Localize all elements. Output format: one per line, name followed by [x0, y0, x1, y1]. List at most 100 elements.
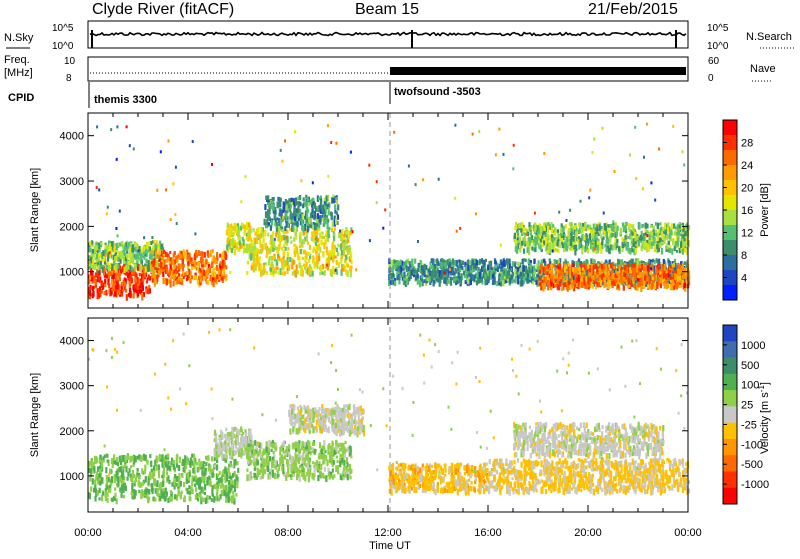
- power-echo-cell: [666, 235, 668, 240]
- date-label: 21/Feb/2015: [588, 1, 678, 18]
- power-echo-cell: [657, 223, 659, 229]
- power-echo-scatter: [176, 222, 178, 225]
- power-echo-cell: [296, 247, 298, 254]
- power-echo-cell: [608, 229, 610, 233]
- power-echo-cell: [312, 255, 314, 260]
- nsky-left-label: N.Sky: [4, 32, 34, 44]
- power-echo-cell: [635, 248, 637, 254]
- power-echo-cell: [225, 252, 227, 259]
- power-echo-cell: [408, 271, 410, 277]
- power-echo-cell: [593, 265, 595, 269]
- power-echo-scatter: [119, 210, 121, 213]
- power-echo-cell: [281, 271, 283, 275]
- freq-left-tick-bottom: 8: [66, 73, 72, 84]
- power-echo-cell: [628, 278, 630, 285]
- power-echo-cell: [333, 233, 335, 236]
- power-echo-cell: [612, 274, 614, 279]
- power-echo-cell: [135, 264, 137, 271]
- power-echo-cell: [514, 269, 516, 276]
- power-echo-cell: [303, 197, 305, 201]
- power-echo-cell: [319, 205, 321, 209]
- power-echo-cell: [446, 276, 448, 280]
- power-echo-cell: [429, 270, 431, 273]
- power-echo-scatter: [151, 236, 153, 239]
- power-echo-cell: [273, 242, 275, 249]
- power-colorbar-tick-label: 28: [741, 138, 753, 150]
- power-echo-cell: [250, 253, 252, 259]
- power-echo-cell: [581, 276, 583, 281]
- power-echo-cell: [658, 263, 660, 267]
- power-colorbar-swatch: [723, 195, 737, 211]
- power-echo-scatter: [326, 264, 328, 267]
- power-echo-cell: [485, 259, 487, 262]
- power-echo-cell: [590, 258, 592, 264]
- power-echo-scatter: [503, 153, 505, 156]
- power-echo-cell: [99, 291, 101, 296]
- power-echo-cell: [655, 230, 657, 233]
- power-echo-scatter: [513, 144, 515, 147]
- power-echo-scatter: [98, 188, 100, 191]
- power-echo-cell: [326, 250, 328, 255]
- power-echo-cell: [582, 223, 584, 227]
- power-echo-cell: [322, 253, 324, 258]
- power-echo-cell: [440, 262, 442, 268]
- power-echo-cell: [514, 233, 516, 239]
- power-echo-cell: [267, 233, 269, 237]
- power-echo-cell: [610, 233, 612, 238]
- power-echo-cell: [501, 262, 503, 268]
- power-echo-cell: [583, 275, 585, 279]
- power-echo-cell: [104, 245, 106, 249]
- freq-label-line1: Freq.: [4, 54, 30, 66]
- power-echo-cell: [188, 269, 190, 275]
- power-echo-cell: [222, 252, 224, 255]
- power-echo-scatter: [312, 181, 314, 184]
- power-echo-cell: [533, 259, 535, 265]
- power-echo-cell: [647, 244, 649, 250]
- power-echo-cell: [612, 285, 614, 288]
- power-echo-scatter: [170, 218, 172, 221]
- power-echo-cell: [311, 237, 313, 241]
- power-echo-cell: [604, 231, 606, 236]
- power-echo-cell: [332, 266, 334, 271]
- power-echo-cell: [235, 228, 237, 233]
- power-echo-cell: [427, 278, 429, 281]
- power-echo-cell: [555, 275, 557, 279]
- power-echo-cell: [270, 226, 272, 231]
- power-echo-cell: [630, 224, 632, 228]
- power-echo-cell: [89, 241, 91, 245]
- power-echo-cell: [196, 252, 198, 257]
- power-echo-cell: [618, 246, 620, 251]
- power-echo-cell: [344, 243, 346, 249]
- power-echo-cell: [241, 223, 243, 226]
- power-echo-cell: [148, 260, 150, 267]
- power-echo-cell: [666, 245, 668, 250]
- power-colorbar-tick-label: 24: [741, 160, 753, 172]
- power-echo-cell: [316, 255, 318, 261]
- power-echo-cell: [470, 265, 472, 270]
- power-echo-cell: [574, 267, 576, 273]
- power-echo-scatter: [645, 233, 647, 236]
- power-echo-cell: [143, 245, 145, 248]
- power-echo-cell: [631, 236, 633, 241]
- power-colorbar-tick-label: 8: [741, 250, 747, 262]
- power-echo-cell: [636, 269, 638, 273]
- power-echo-cell: [142, 285, 144, 291]
- power-echo-scatter: [475, 212, 477, 215]
- power-echo-cell: [645, 242, 647, 246]
- power-echo-cell: [221, 277, 223, 282]
- power-echo-cell: [253, 228, 255, 232]
- power-echo-cell: [252, 246, 254, 252]
- power-echo-cell: [216, 265, 218, 271]
- power-echo-cell: [308, 259, 310, 263]
- power-echo-cell: [92, 259, 94, 265]
- power-echo-cell: [118, 274, 120, 280]
- power-echo-cell: [200, 278, 202, 283]
- nave-trace-block: [390, 67, 686, 75]
- power-echo-scatter: [324, 198, 326, 201]
- power-echo-cell: [470, 279, 472, 285]
- power-echo-cell: [312, 271, 314, 277]
- vel-echo-cell: [134, 480, 136, 483]
- power-echo-cell: [288, 265, 290, 271]
- power-echo-scatter: [110, 128, 112, 131]
